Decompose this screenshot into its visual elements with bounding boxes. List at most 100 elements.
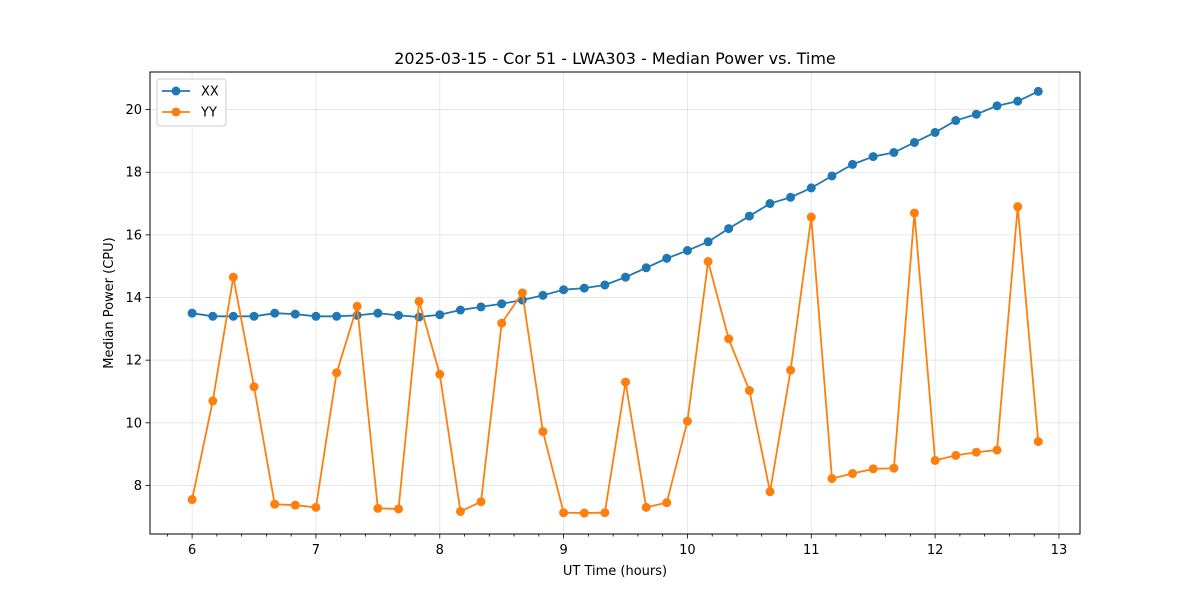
data-point-yy (971, 447, 981, 457)
legend-label-yy: YY (200, 106, 217, 121)
data-point-yy (806, 212, 816, 222)
data-point-yy (435, 369, 445, 379)
data-point-yy (765, 487, 775, 497)
data-point-yy (703, 256, 713, 266)
data-point-xx (497, 299, 507, 309)
data-point-xx (311, 311, 321, 321)
data-point-xx (765, 199, 775, 209)
data-point-yy (311, 502, 321, 512)
data-point-yy (394, 504, 404, 514)
legend-marker-yy (171, 107, 181, 117)
x-tick-label: 7 (312, 543, 320, 558)
data-point-xx (848, 159, 858, 169)
data-point-xx (641, 263, 651, 273)
data-point-xx (290, 309, 300, 319)
data-point-yy (579, 508, 589, 518)
y-tick-label: 14 (125, 291, 142, 306)
data-point-yy (909, 208, 919, 218)
data-series (187, 86, 1043, 518)
data-point-xx (992, 101, 1002, 111)
data-point-yy (827, 474, 837, 484)
data-point-xx (930, 127, 940, 137)
data-point-yy (786, 365, 796, 375)
data-point-yy (682, 416, 692, 426)
y-axis: 8 10 12 14 16 18 20 (125, 103, 150, 494)
plot-frame (149, 71, 1081, 535)
data-point-yy (744, 386, 754, 396)
y-tick-label: 12 (125, 354, 142, 369)
y-tick-label: 8 (134, 479, 142, 494)
data-point-yy (621, 377, 631, 387)
data-point-xx (621, 272, 631, 282)
data-point-yy (497, 318, 507, 328)
data-point-yy (559, 508, 569, 518)
data-point-yy (228, 272, 238, 282)
data-point-xx (559, 285, 569, 295)
x-axis: 6 7 8 9 10 11 12 13 (166, 534, 1068, 558)
data-point-xx (249, 311, 259, 321)
data-point-yy (538, 427, 548, 437)
data-point-xx (394, 310, 404, 320)
data-point-xx (476, 302, 486, 312)
data-point-yy (352, 301, 362, 311)
legend-label-xx: XX (201, 85, 219, 100)
data-point-xx (538, 290, 548, 300)
data-point-yy (332, 368, 342, 378)
data-point-xx (909, 137, 919, 147)
data-point-yy (641, 502, 651, 512)
series-yy (187, 202, 1043, 518)
data-point-yy (1013, 202, 1023, 212)
y-tick-label: 10 (125, 416, 142, 431)
data-point-xx (228, 311, 238, 321)
data-point-xx (332, 311, 342, 321)
x-tick-label: 10 (679, 543, 696, 558)
x-tick-label: 6 (188, 543, 196, 558)
y-axis-label: Median Power (CPU) (102, 237, 117, 368)
legend: XX YY (156, 78, 227, 127)
y-tick-label: 18 (125, 166, 142, 181)
x-tick-label: 9 (559, 543, 567, 558)
data-point-yy (848, 469, 858, 479)
data-point-xx (951, 116, 961, 126)
data-point-yy (290, 500, 300, 510)
data-point-xx (270, 308, 280, 318)
x-tick-label: 11 (803, 543, 820, 558)
data-point-xx (827, 171, 837, 181)
data-point-yy (951, 450, 961, 460)
data-point-yy (868, 464, 878, 474)
data-point-yy (889, 463, 899, 473)
x-tick-label: 13 (1051, 543, 1068, 558)
data-point-xx (786, 192, 796, 202)
x-tick-label: 12 (927, 543, 944, 558)
data-point-yy (476, 497, 486, 507)
data-point-yy (662, 498, 672, 508)
data-point-yy (249, 382, 259, 392)
data-point-xx (868, 152, 878, 162)
data-point-yy (930, 455, 940, 465)
series-line-yy (191, 205, 1040, 514)
data-point-xx (435, 310, 445, 320)
data-point-xx (208, 311, 218, 321)
legend-marker-xx (171, 86, 181, 96)
y-tick-label: 16 (125, 228, 142, 243)
data-point-yy (455, 506, 465, 516)
data-point-xx (187, 308, 197, 318)
data-point-xx (682, 246, 692, 256)
data-point-xx (1013, 96, 1023, 106)
data-point-xx (662, 253, 672, 263)
y-tick-label: 20 (125, 103, 142, 118)
data-point-xx (579, 283, 589, 293)
data-point-yy (724, 334, 734, 344)
data-point-yy (600, 508, 610, 518)
series-xx (187, 86, 1043, 322)
data-point-yy (270, 499, 280, 509)
x-axis-label: UT Time (hours) (563, 564, 667, 579)
data-point-xx (889, 147, 899, 157)
data-point-yy (187, 495, 197, 505)
data-point-yy (373, 503, 383, 513)
data-point-xx (455, 305, 465, 315)
plot-area (149, 71, 1081, 535)
data-point-yy (414, 296, 424, 306)
